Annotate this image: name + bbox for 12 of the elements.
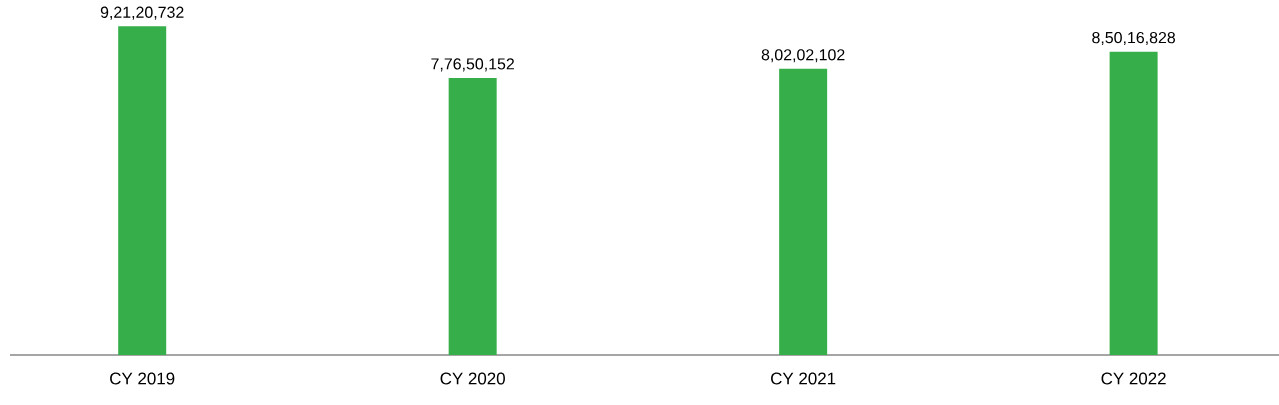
x-tick-label: CY 2019 <box>110 372 175 385</box>
data-label: 7,76,50,152 <box>431 58 514 72</box>
data-label: 8,02,02,102 <box>761 49 845 63</box>
x-tick-label: CY 2022 <box>1101 372 1166 385</box>
x-tick-label: CY 2021 <box>771 372 836 385</box>
data-label: 8,50,16,828 <box>1092 31 1176 46</box>
bar <box>448 77 497 355</box>
bar <box>1109 51 1158 355</box>
bar <box>779 68 828 355</box>
x-tick-label: CY 2020 <box>440 372 505 385</box>
bar <box>118 26 167 355</box>
data-label: 9,21,20,732 <box>100 6 184 20</box>
